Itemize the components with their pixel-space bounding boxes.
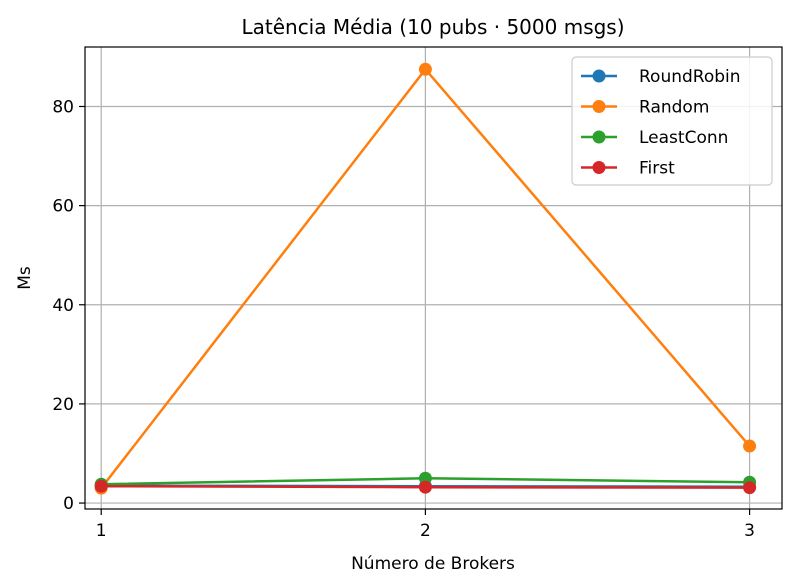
legend-marker [592, 100, 606, 113]
x-tick-label: 2 [420, 521, 431, 541]
data-point [743, 481, 757, 495]
legend-box [571, 56, 773, 186]
data-point [418, 480, 432, 494]
axis-ticks: 1 2 3 0 20 40 60 80 [52, 97, 755, 541]
legend-label: Random [639, 98, 709, 118]
data-point [94, 479, 108, 493]
legend: RoundRobin Random LeastConn First [571, 56, 773, 186]
plot-frame [84, 46, 783, 510]
y-tick-label: 20 [52, 395, 74, 415]
legend-item: Random [581, 98, 709, 118]
series-lines [94, 62, 757, 495]
x-tick-label: 3 [744, 521, 755, 541]
data-point [743, 439, 757, 453]
legend-label: LeastConn [639, 128, 728, 148]
series-first [94, 479, 757, 495]
chart-title: Latência Média (10 pubs · 5000 msgs) [241, 15, 624, 39]
legend-label: RoundRobin [639, 67, 741, 87]
data-point [418, 471, 432, 485]
y-tick-label: 0 [63, 494, 74, 514]
x-tick-label: 1 [96, 521, 107, 541]
legend-item: First [581, 159, 675, 179]
legend-marker [592, 161, 606, 174]
legend-marker [592, 69, 606, 83]
legend-label: First [639, 159, 675, 179]
legend-item: RoundRobin [581, 67, 741, 87]
y-tick-label: 40 [52, 296, 74, 316]
data-point [418, 62, 432, 76]
y-axis-title: Ms [15, 266, 35, 290]
legend-marker [592, 130, 606, 144]
y-tick-label: 80 [52, 97, 74, 117]
x-axis-title: Número de Brokers [351, 554, 515, 574]
legend-item: LeastConn [581, 128, 728, 148]
y-tick-label: 60 [52, 197, 74, 217]
